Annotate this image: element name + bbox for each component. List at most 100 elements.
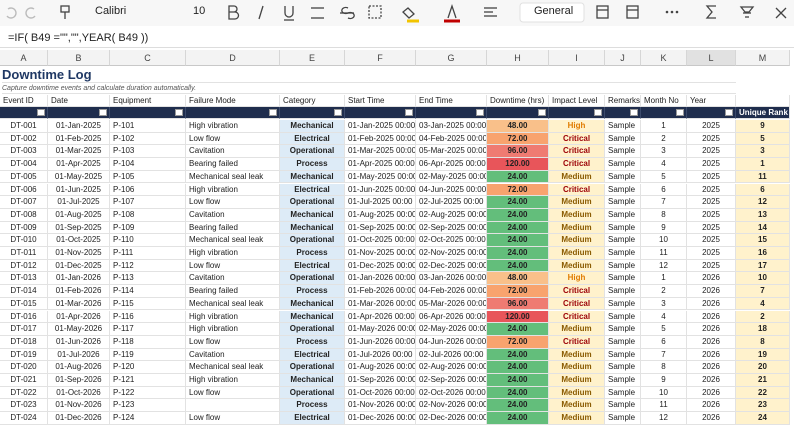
cell: DT-015 <box>0 297 48 311</box>
filter-button[interactable] <box>37 109 45 116</box>
cell: 7 <box>641 348 687 362</box>
cell: 2026 <box>687 361 736 374</box>
filter-button[interactable] <box>269 109 277 116</box>
cell: 01-Aug-2026 <box>48 361 110 374</box>
cell: 01-Dec-2026 00:00 <box>345 412 416 425</box>
rank-cell: 23 <box>736 399 790 413</box>
cell: DT-003 <box>0 145 48 159</box>
cell: Cavitation <box>186 272 280 286</box>
filter-button[interactable] <box>405 109 413 116</box>
cell: Sample <box>605 170 641 184</box>
filter-button[interactable] <box>99 109 107 116</box>
toolbar: Calibri 10 General <box>0 0 794 26</box>
cell: Mechanical seal leak <box>186 234 280 247</box>
font-size[interactable]: 10 <box>193 5 206 17</box>
cell: 01-Jul-2026 00:00 <box>345 348 416 362</box>
formula-bar[interactable]: =IF( B49 ="","",YEAR( B49 )) <box>0 28 794 48</box>
impact-cell: Critical <box>549 285 605 298</box>
cell: Cavitation <box>186 348 280 362</box>
impact-cell: High <box>549 120 605 133</box>
category-cell: Process <box>280 158 345 171</box>
filter-cell <box>641 107 687 119</box>
cell: 9 <box>641 221 687 235</box>
impact-cell: Medium <box>549 386 605 400</box>
rank-cell: 1 <box>736 158 790 171</box>
font-name[interactable]: Calibri <box>95 5 127 17</box>
cell: Cavitation <box>186 145 280 159</box>
cell: DT-023 <box>0 399 48 413</box>
number-format[interactable]: General <box>534 5 574 17</box>
cell: 01-Jul-2025 00:00 <box>345 196 416 209</box>
filter-button[interactable] <box>334 109 342 116</box>
cell: 2026 <box>687 285 736 298</box>
filter-cell <box>280 107 345 119</box>
category-cell: Mechanical <box>280 297 345 311</box>
category-cell: Process <box>280 399 345 413</box>
cell: 01-Feb-2026 <box>48 285 110 298</box>
impact-cell: Medium <box>549 323 605 336</box>
cell: 01-Mar-2025 <box>48 145 110 159</box>
cell: 06-Apr-2026 00:00 <box>416 310 487 324</box>
cell: High vibration <box>186 247 280 260</box>
filter-button[interactable] <box>538 109 546 116</box>
rank-cell: 7 <box>736 285 790 298</box>
cell: 02-Dec-2025 00:00 <box>416 259 487 273</box>
cell: P-119 <box>110 348 186 362</box>
category-cell: Electrical <box>280 259 345 273</box>
category-cell: Process <box>280 247 345 260</box>
impact-cell: Medium <box>549 247 605 260</box>
cell: 01-Jun-2025 <box>48 183 110 197</box>
cell: P-101 <box>110 120 186 133</box>
cell: 6 <box>641 335 687 349</box>
column-header: Remarks <box>605 95 641 107</box>
cell: Low flow <box>186 335 280 349</box>
cell: Sample <box>605 335 641 349</box>
impact-cell: Critical <box>549 132 605 146</box>
filter-button[interactable] <box>476 109 484 116</box>
column-letter: C <box>110 50 186 66</box>
cell: DT-012 <box>0 259 48 273</box>
cell: 5 <box>641 170 687 184</box>
column-header: Failure Mode <box>186 95 280 107</box>
filter-button[interactable] <box>725 109 733 116</box>
category-cell: Operational <box>280 361 345 374</box>
cell: 2026 <box>687 335 736 349</box>
downtime-cell: 24.00 <box>487 234 549 247</box>
rank-cell: 17 <box>736 259 790 273</box>
cell: 01-Nov-2025 <box>48 247 110 260</box>
downtime-cell: 48.00 <box>487 120 549 133</box>
cell: 2026 <box>687 412 736 425</box>
column-letter: D <box>186 50 280 66</box>
impact-cell: Critical <box>549 183 605 197</box>
rank-cell: 11 <box>736 170 790 184</box>
column-letter: K <box>641 50 687 66</box>
cell: Sample <box>605 259 641 273</box>
cell: 01-Oct-2026 <box>48 386 110 400</box>
cell: 01-Jul-2025 <box>48 196 110 209</box>
filter-button[interactable] <box>676 109 684 116</box>
column-header: Impact Level <box>549 95 605 107</box>
filter-button[interactable] <box>630 109 638 116</box>
filter-cell <box>487 107 549 119</box>
cell: 2025 <box>687 259 736 273</box>
category-cell: Operational <box>280 272 345 286</box>
cell: 01-Dec-2025 00:00 <box>345 259 416 273</box>
cell: 2025 <box>687 120 736 133</box>
filter-button[interactable] <box>594 109 602 116</box>
cell: Sample <box>605 120 641 133</box>
column-header: Month No <box>641 95 687 107</box>
cell: 06-Apr-2025 00:00 <box>416 158 487 171</box>
category-cell: Mechanical <box>280 170 345 184</box>
downtime-cell: 24.00 <box>487 247 549 260</box>
filter-button[interactable] <box>175 109 183 116</box>
downtime-cell: 24.00 <box>487 323 549 336</box>
impact-cell: Critical <box>549 310 605 324</box>
cell: DT-022 <box>0 386 48 400</box>
sheet-subtitle: Capture downtime events and calculate du… <box>2 83 736 94</box>
cell: 01-Sep-2025 00:00 <box>345 221 416 235</box>
cell: Sample <box>605 399 641 413</box>
cell: P-121 <box>110 374 186 387</box>
cell: DT-002 <box>0 132 48 146</box>
cell: 01-Apr-2026 <box>48 310 110 324</box>
cell: Low flow <box>186 259 280 273</box>
